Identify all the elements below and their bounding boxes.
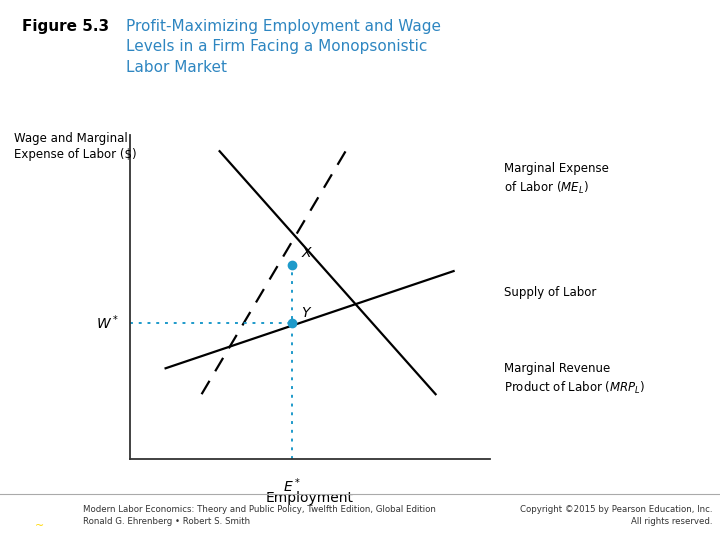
Text: Employment: Employment: [266, 491, 354, 505]
Text: Wage and Marginal
Expense of Labor ($): Wage and Marginal Expense of Labor ($): [14, 132, 137, 161]
Text: Profit-Maximizing Employment and Wage
Levels in a Firm Facing a Monopsonistic
La: Profit-Maximizing Employment and Wage Le…: [126, 19, 441, 75]
Text: $X$: $X$: [301, 246, 313, 260]
Text: Modern Labor Economics: Theory and Public Policy, Twelfth Edition, Global Editio: Modern Labor Economics: Theory and Publi…: [83, 505, 436, 526]
Text: $E^*$: $E^*$: [282, 477, 301, 495]
Text: Supply of Labor: Supply of Labor: [504, 286, 596, 299]
Text: $Y$: $Y$: [301, 306, 312, 320]
Text: Marginal Expense
of Labor ($ME_L$): Marginal Expense of Labor ($ME_L$): [504, 162, 609, 196]
Text: Copyright ©2015 by Pearson Education, Inc.
All rights reserved.: Copyright ©2015 by Pearson Education, In…: [521, 505, 713, 526]
Text: ~: ~: [35, 521, 44, 531]
Text: PEARSON: PEARSON: [12, 507, 68, 517]
Text: Figure 5.3: Figure 5.3: [22, 19, 109, 34]
Text: $W^*$: $W^*$: [96, 314, 119, 332]
Text: Marginal Revenue
Product of Labor ($MRP_L$): Marginal Revenue Product of Labor ($MRP_…: [504, 362, 645, 396]
